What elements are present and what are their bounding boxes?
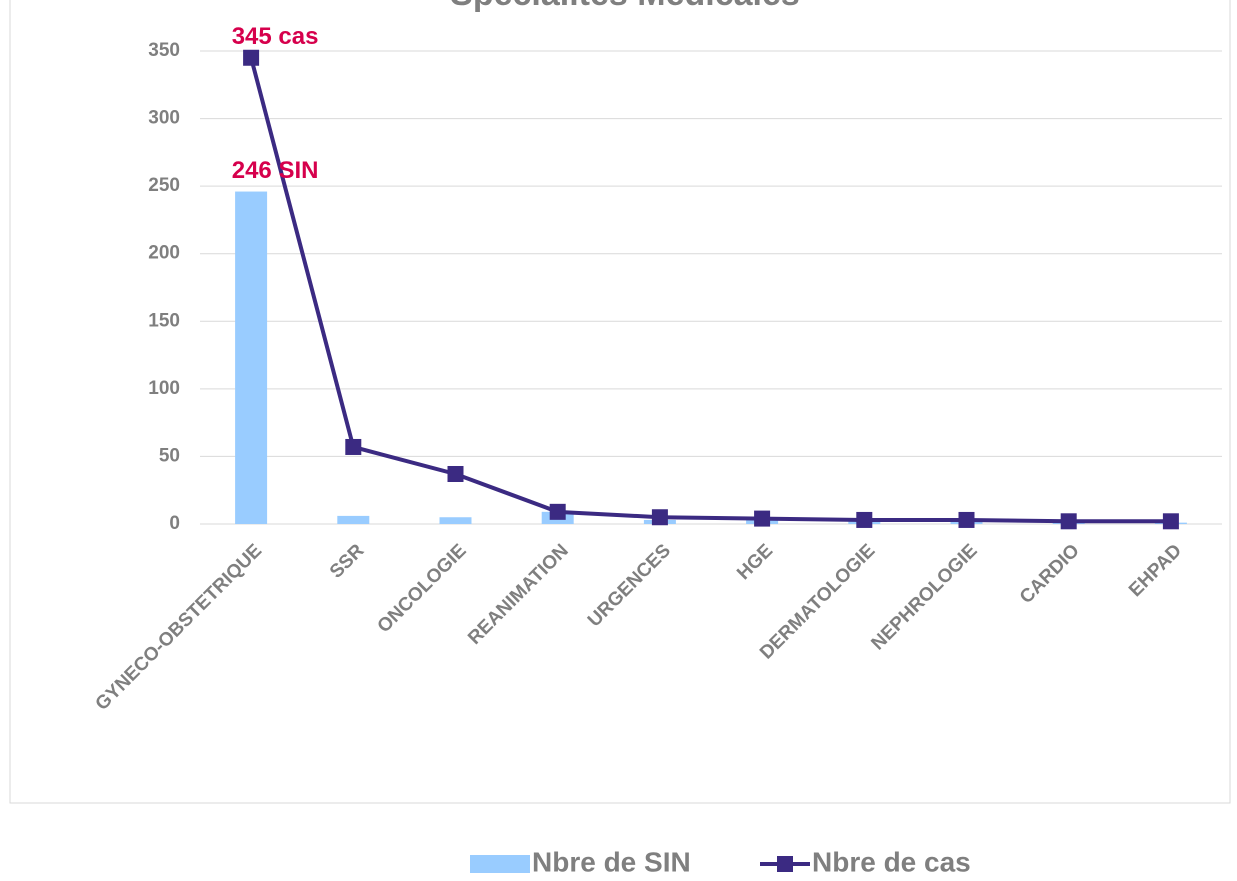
x-tick-label: URGENCES [584,540,675,631]
marker [345,438,362,455]
x-tick-label: NEPHROLOGIE [867,540,981,654]
bar [337,515,370,524]
marker [856,511,873,528]
chart-title: Spécialités Médicales [450,0,800,13]
marker [447,465,464,482]
x-tick-label: ONCOLOGIE [374,540,471,637]
marker [1162,513,1179,530]
bar [235,191,268,524]
y-tick-label: 150 [148,310,180,331]
x-tick-label: CARDIO [1016,540,1084,608]
data-label: 246 SIN [232,157,319,184]
y-tick-label: 250 [148,175,180,196]
marker [958,511,975,528]
marker [754,510,771,527]
y-tick-label: 50 [159,445,180,466]
legend-label: Nbre de cas [812,846,971,877]
marker [651,509,668,526]
x-tick-label: HGE [733,540,777,584]
y-tick-label: 200 [148,243,180,264]
y-tick-label: 100 [148,378,180,399]
legend-marker [777,856,793,872]
legend-swatch [470,855,530,873]
bar [439,517,472,524]
marker [243,49,260,66]
y-tick-label: 350 [148,40,180,61]
y-tick-label: 0 [169,513,180,534]
legend-label: Nbre de SIN [532,846,691,877]
x-tick-label: DERMATOLOGIE [756,540,879,663]
x-tick-label: REANIMATION [464,540,573,649]
line [249,57,1171,524]
marker [1060,513,1077,530]
data-label: 345 cas [232,23,319,50]
marker [549,503,566,520]
chart-border [9,0,1231,804]
x-tick-label: EHPAD [1125,540,1186,601]
x-tick-label: SSR [326,540,369,583]
y-tick-label: 300 [148,108,180,129]
x-tick-label: GYNECO-OBSTETRIQUE [92,540,267,715]
